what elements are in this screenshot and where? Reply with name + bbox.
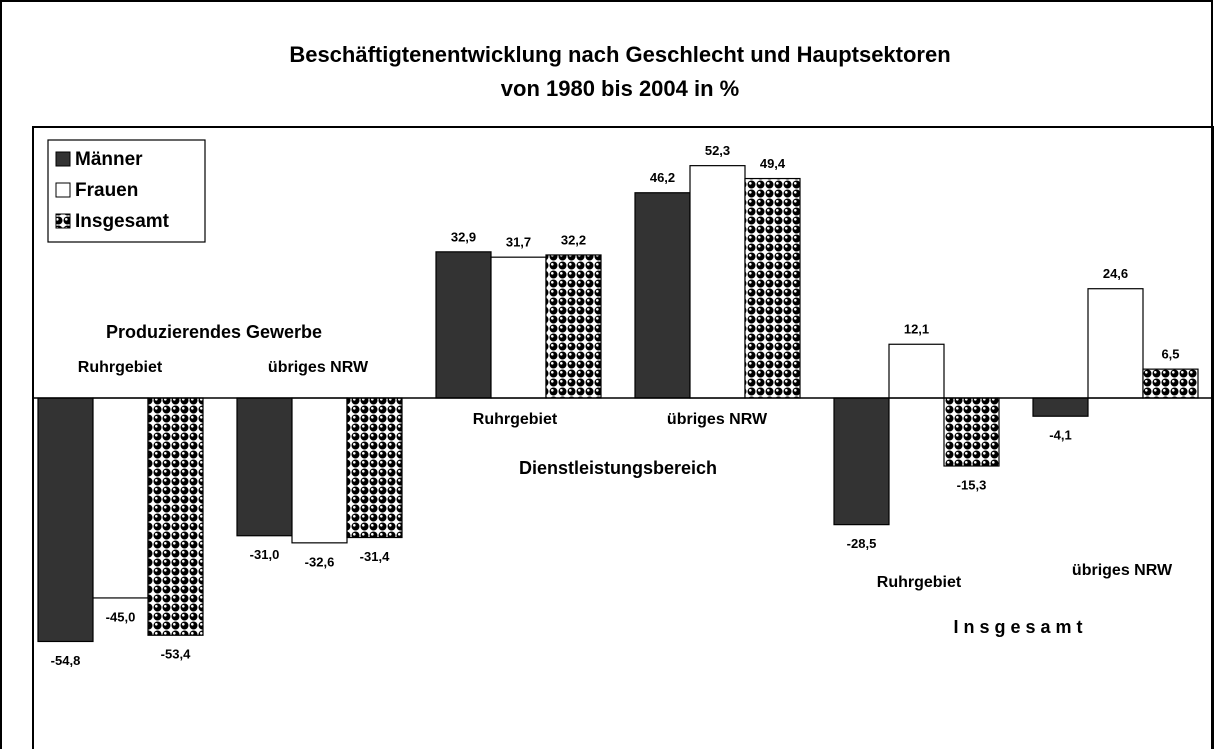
legend-label: Insgesamt bbox=[75, 211, 170, 232]
bar bbox=[490, 256, 547, 399]
sector-label: Produzierendes Gewerbe bbox=[106, 322, 322, 342]
value-label: -32,6 bbox=[305, 554, 335, 569]
bar bbox=[37, 397, 94, 643]
bar bbox=[1087, 288, 1144, 399]
bar bbox=[943, 397, 1000, 467]
chart-title: Beschäftigtenentwicklung nach Geschlecht… bbox=[289, 42, 950, 67]
chart-subtitle: von 1980 bis 2004 in % bbox=[501, 76, 739, 101]
value-label: -54,8 bbox=[51, 653, 81, 668]
value-label: -15,3 bbox=[957, 477, 987, 492]
bar bbox=[346, 397, 403, 539]
category-label: Ruhrgebiet bbox=[78, 359, 163, 376]
value-label: 46,2 bbox=[650, 170, 675, 185]
legend-label: Männer bbox=[75, 149, 143, 170]
category-label: Ruhrgebiet bbox=[473, 411, 558, 428]
bar bbox=[291, 397, 348, 544]
bar bbox=[833, 397, 890, 526]
bar bbox=[689, 165, 746, 399]
category-label: übriges NRW bbox=[268, 359, 369, 376]
value-label: 6,5 bbox=[1161, 347, 1179, 362]
bar bbox=[545, 254, 602, 399]
category-label: Ruhrgebiet bbox=[877, 574, 962, 591]
value-label: 31,7 bbox=[506, 235, 531, 250]
value-label: 24,6 bbox=[1103, 266, 1128, 281]
legend-swatch bbox=[55, 213, 71, 229]
legend-swatch bbox=[55, 151, 71, 167]
bar bbox=[744, 177, 801, 399]
value-label: -31,4 bbox=[360, 549, 390, 564]
category-label: übriges NRW bbox=[1072, 562, 1173, 579]
legend-label: Frauen bbox=[75, 180, 138, 201]
value-label: -4,1 bbox=[1049, 428, 1071, 443]
bar bbox=[92, 397, 149, 599]
plot-frame bbox=[32, 126, 1214, 749]
bar bbox=[435, 251, 492, 399]
value-label: -53,4 bbox=[161, 647, 191, 662]
value-label: 32,2 bbox=[561, 232, 586, 247]
sector-label: I n s g e s a m t bbox=[953, 617, 1082, 637]
legend-box bbox=[47, 139, 206, 243]
value-label: -28,5 bbox=[847, 536, 877, 551]
sector-label: Dienstleistungsbereich bbox=[519, 458, 717, 478]
value-label: -45,0 bbox=[106, 609, 136, 624]
value-label: 12,1 bbox=[904, 322, 929, 337]
value-label: 49,4 bbox=[760, 156, 786, 171]
value-label: -31,0 bbox=[250, 547, 280, 562]
legend-swatch bbox=[55, 182, 71, 198]
bar bbox=[1142, 368, 1199, 399]
bar bbox=[147, 397, 204, 636]
bar bbox=[1032, 397, 1089, 417]
value-label: 52,3 bbox=[705, 143, 730, 158]
value-label: 32,9 bbox=[451, 229, 476, 244]
bar bbox=[888, 343, 945, 399]
bar bbox=[236, 397, 293, 537]
bar bbox=[634, 192, 691, 399]
category-label: übriges NRW bbox=[667, 411, 768, 428]
